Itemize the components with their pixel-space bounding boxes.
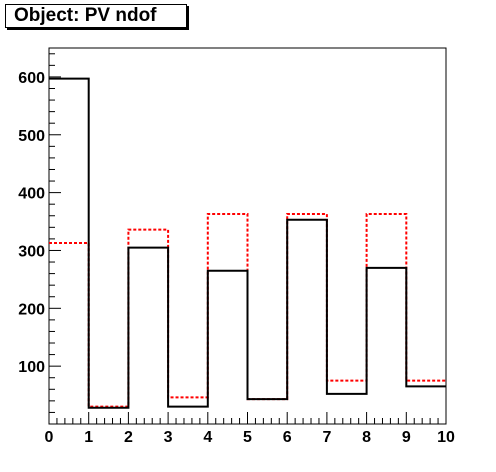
x-tick-label: 2	[124, 429, 133, 446]
y-tick-label: 600	[18, 70, 45, 87]
y-tick-label: 500	[18, 128, 45, 145]
chart-title: Object: PV ndof	[5, 4, 187, 28]
x-tick-label: 4	[203, 429, 212, 446]
x-tick-label: 0	[45, 429, 54, 446]
x-tick-label: 9	[402, 429, 411, 446]
axis-ticks	[48, 53, 447, 425]
x-tick-label: 3	[164, 429, 173, 446]
series-layer	[49, 77, 446, 409]
series-solid-line	[49, 77, 446, 409]
tick-labels: 0 1 2 3 4 5 6 7 8 9 10 100 200 300 400 500 600	[18, 70, 455, 446]
x-tick-label: 8	[362, 429, 371, 446]
y-tick-label: 100	[18, 359, 45, 376]
x-tick-label: 6	[283, 429, 292, 446]
x-tick-label: 1	[84, 429, 93, 446]
x-tick-label: 5	[243, 429, 252, 446]
x-tick-label: 10	[437, 429, 455, 446]
y-tick-label: 400	[18, 186, 45, 203]
x-tick-label: 7	[322, 429, 331, 446]
y-tick-label: 200	[18, 301, 45, 318]
y-tick-label: 300	[18, 243, 45, 260]
